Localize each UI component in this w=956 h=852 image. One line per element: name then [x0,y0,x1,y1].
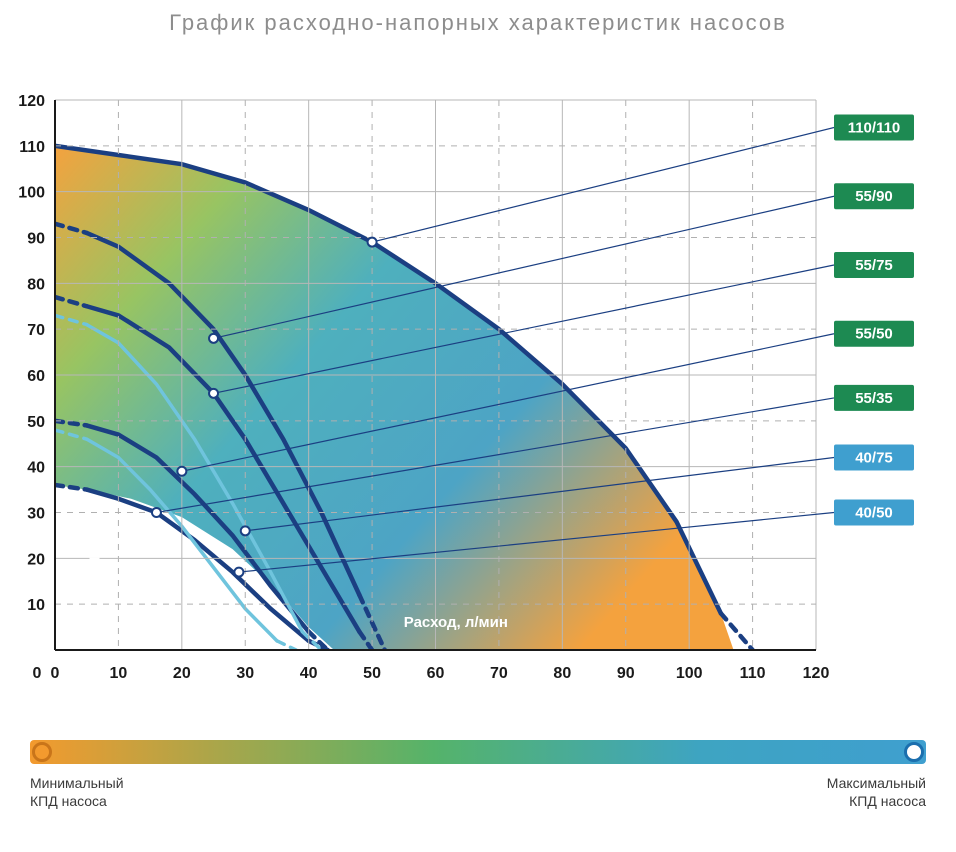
svg-text:50: 50 [363,665,381,682]
x-axis-label: Расход, л/мин [404,614,508,631]
svg-text:80: 80 [27,276,45,293]
svg-text:110: 110 [19,139,45,156]
svg-text:100: 100 [676,665,703,682]
svg-text:30: 30 [236,665,254,682]
svg-text:55/50: 55/50 [855,326,893,343]
svg-text:55/90: 55/90 [855,188,893,205]
y-axis-label: Напор, м [86,502,103,568]
svg-text:90: 90 [617,665,635,682]
svg-text:70: 70 [490,665,508,682]
legend-dot-max [904,742,924,762]
svg-text:10: 10 [110,665,128,682]
legend-gradient-bar [30,740,926,764]
svg-text:40/50: 40/50 [855,504,893,521]
svg-text:55/35: 55/35 [855,390,893,407]
svg-text:70: 70 [27,322,45,339]
svg-text:55/75: 55/75 [855,257,893,274]
svg-text:100: 100 [18,185,45,202]
svg-text:110: 110 [740,665,766,682]
svg-text:120: 120 [18,93,45,110]
svg-text:20: 20 [173,665,191,682]
svg-text:30: 30 [27,506,45,523]
svg-text:90: 90 [27,231,45,248]
legend-label-max: МаксимальныйКПД насоса [827,774,926,810]
svg-text:40/75: 40/75 [855,449,893,466]
svg-text:40: 40 [27,460,45,477]
legend: МинимальныйКПД насоса МаксимальныйКПД на… [30,740,926,764]
svg-text:60: 60 [427,665,445,682]
svg-text:0: 0 [51,665,60,682]
svg-text:0: 0 [33,665,42,682]
legend-label-min: МинимальныйКПД насоса [30,774,124,810]
svg-text:40: 40 [300,665,318,682]
svg-text:50: 50 [27,414,45,431]
svg-text:10: 10 [27,597,45,614]
svg-text:20: 20 [27,551,45,568]
svg-text:120: 120 [803,665,830,682]
legend-dot-min [32,742,52,762]
svg-text:110/110: 110/110 [848,119,901,136]
pump-chart: 110/110 55/90 55/75 55/50 55/35 40/75 40/50 0 10… [0,80,956,700]
chart-title: График расходно-напорных характеристик н… [0,0,956,36]
svg-text:80: 80 [553,665,571,682]
svg-text:60: 60 [27,368,45,385]
